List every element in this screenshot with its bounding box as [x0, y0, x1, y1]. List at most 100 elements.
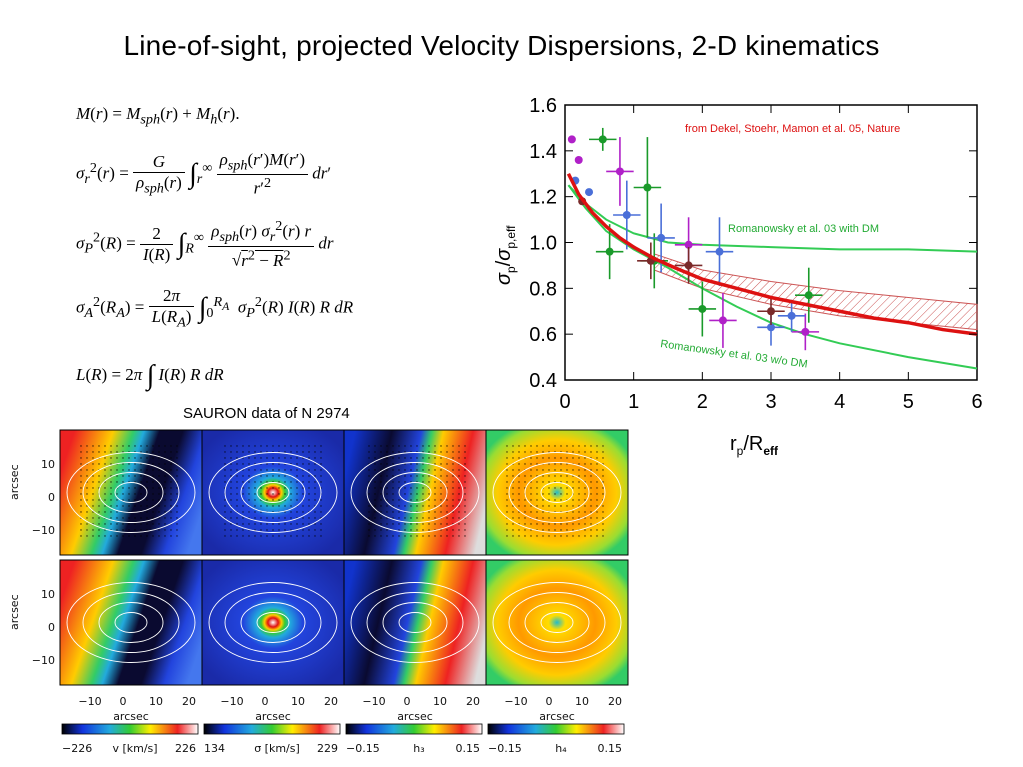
isophote	[114, 482, 148, 503]
data-point	[633, 137, 662, 238]
map-x-axis-label: arcsec	[397, 710, 433, 723]
point-marker	[787, 311, 796, 320]
y-tick-label: 1.2	[529, 187, 557, 209]
point-marker	[615, 167, 624, 176]
isophote	[508, 592, 606, 653]
isophote	[398, 612, 432, 633]
colorbar-quantity: σ [km/s]	[254, 742, 300, 755]
point-marker	[598, 135, 607, 144]
map-x-tick-label: 0	[262, 695, 269, 708]
map-x-tick-label: 10	[575, 695, 589, 708]
colorbar-quantity: h₄	[555, 742, 567, 755]
map-x-tick-label: 20	[608, 695, 622, 708]
colorbar	[61, 723, 199, 735]
x-tick-label: 4	[834, 391, 845, 413]
point-marker	[684, 261, 693, 270]
point-marker	[767, 307, 775, 316]
isophote	[524, 472, 590, 513]
map-h4-data	[485, 429, 629, 556]
isophote	[366, 592, 464, 653]
data-point	[777, 299, 806, 332]
x-tick-label: 5	[903, 391, 914, 413]
isophote	[508, 462, 606, 523]
colorbar	[345, 723, 483, 735]
point-marker	[657, 233, 666, 242]
data-point	[688, 281, 717, 337]
map-sigma-data	[201, 429, 345, 556]
y-tick-label: 0.6	[529, 324, 557, 346]
isophote	[208, 452, 338, 533]
colorbar-min: −0.15	[346, 742, 380, 755]
colorbar-max: 0.15	[456, 742, 481, 755]
map-x-tick-label: 20	[324, 695, 338, 708]
isophote	[492, 452, 622, 533]
y-tick-label: 0.4	[529, 370, 557, 392]
isophote	[224, 462, 322, 523]
map-y-axis-label: arcsec	[8, 464, 21, 500]
isophote	[366, 462, 464, 523]
colorbar-quantity: h₃	[413, 742, 424, 755]
point-marker	[574, 156, 583, 164]
colorbar-max: 226	[175, 742, 196, 755]
map-x-tick-label: −10	[78, 695, 101, 708]
isophote	[256, 612, 290, 633]
equation-luminosity: L(R) = 2π ∫ I(R) R dR	[76, 360, 224, 391]
point-marker	[567, 135, 576, 144]
isophote	[382, 602, 448, 643]
map-x-tick-label: 0	[120, 695, 127, 708]
map-y-tick-label: 0	[48, 491, 55, 504]
map-x-tick-label: 0	[546, 695, 553, 708]
x-tick-label: 1	[628, 391, 639, 413]
sauron-caption: SAURON data of N 2974	[183, 405, 350, 422]
x-tick-label: 2	[697, 391, 708, 413]
y-axis-label: σp/σp,eff	[493, 225, 518, 285]
equation-projected-dispersion: σP2(R) = 2 I(R) ∫R∞ ρsph(r) σr2(r) r √r2…	[76, 218, 334, 270]
data-point	[791, 313, 820, 351]
map-x-tick-label: 10	[149, 695, 163, 708]
map-x-axis-label: arcsec	[539, 710, 575, 723]
point-marker	[801, 327, 810, 336]
point-marker	[767, 323, 775, 332]
colorbar-max: 0.15	[598, 742, 623, 755]
y-tick-label: 0.8	[529, 278, 557, 300]
map-x-axis-label: arcsec	[255, 710, 291, 723]
data-point	[757, 297, 785, 325]
x-tick-label: 3	[765, 391, 776, 413]
isophote	[98, 602, 164, 643]
map-x-tick-label: −10	[362, 695, 385, 708]
isophote	[540, 612, 574, 633]
isophote	[524, 602, 590, 643]
map-y-tick-label: −10	[32, 524, 55, 537]
isophote	[208, 582, 338, 663]
isophote	[66, 452, 196, 533]
data-point	[795, 267, 823, 323]
isophote	[382, 472, 448, 513]
point-marker	[643, 183, 652, 192]
colorbar-max: 229	[317, 742, 338, 755]
map-y-tick-label: 0	[48, 621, 55, 634]
y-tick-label: 1.4	[529, 141, 557, 163]
map-x-tick-label: −10	[220, 695, 243, 708]
map-x-tick-label: 0	[404, 695, 411, 708]
x-axis-label: rp/Reff	[730, 433, 779, 458]
equation-radial-dispersion: σr2(r) = G ρsph(r) ∫r∞ ρsph(r′)M(r′) r′2…	[76, 150, 332, 199]
data-point	[574, 156, 583, 164]
point-marker	[804, 291, 813, 300]
isophote	[350, 582, 480, 663]
isophote	[66, 582, 196, 663]
map-y-axis-label: arcsec	[8, 594, 21, 630]
colorbar	[203, 723, 341, 735]
equation-mass: M(r) = Msph(r) + Mh(r).	[76, 104, 240, 128]
x-tick-label: 6	[971, 391, 982, 413]
data-point	[705, 217, 734, 287]
dispersion-profile-chart: 0 1 2 3 4 5 6 0.4 0.6 0.8 1.0 1.2 1.4 1.6 from Dekel,…	[493, 95, 983, 458]
isophote	[492, 582, 622, 663]
isophote	[98, 472, 164, 513]
isophote	[82, 462, 180, 523]
map-velocity-data	[59, 429, 203, 556]
map-h3-data	[343, 429, 487, 556]
equation-aperture-dispersion: σA2(RA) = 2π L(RA) ∫0RA σP2(R) I(R) R dR	[76, 286, 354, 331]
point-marker	[718, 316, 727, 325]
map-x-tick-label: 20	[466, 695, 480, 708]
